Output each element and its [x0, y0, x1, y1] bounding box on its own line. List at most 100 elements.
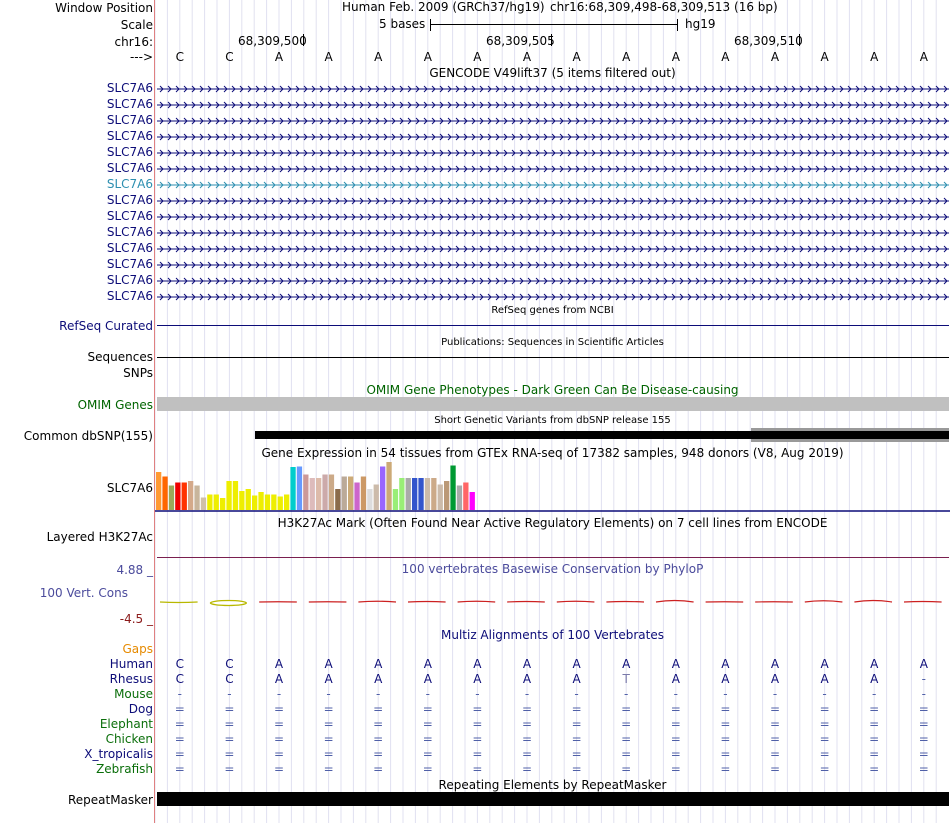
sequences-title[interactable]: Publications: Sequences in Scientific Ar… — [441, 337, 664, 348]
strand-chevron — [383, 165, 388, 173]
gencode-gene-label[interactable]: SLC7A6 — [106, 145, 153, 159]
gencode-transcript[interactable] — [157, 291, 949, 303]
strand-chevron — [487, 101, 492, 109]
species-label[interactable]: Mouse — [114, 687, 153, 701]
gaps-label[interactable]: Gaps — [122, 642, 153, 656]
gencode-transcript[interactable] — [157, 259, 949, 271]
alignment-base: = — [521, 747, 533, 761]
strand-chevron — [415, 277, 420, 285]
gencode-transcript[interactable] — [157, 195, 949, 207]
gencode-gene-label[interactable]: SLC7A6 — [106, 177, 153, 191]
gtex-chart[interactable] — [155, 460, 950, 514]
gencode-transcript[interactable] — [157, 211, 949, 223]
gencode-transcript[interactable] — [157, 147, 949, 159]
refseq-label[interactable]: RefSeq Curated — [59, 319, 153, 333]
phylop-score — [209, 599, 248, 607]
gtex-label[interactable]: SLC7A6 — [106, 481, 153, 495]
gtex-title[interactable]: Gene Expression in 54 tissues from GTEx … — [261, 446, 844, 460]
alignment-base: A — [721, 657, 730, 671]
dbsnp-title[interactable]: Short Genetic Variants from dbSNP releas… — [434, 415, 671, 426]
gencode-gene-label[interactable]: SLC7A6 — [106, 113, 153, 127]
strand-chevron — [719, 165, 724, 173]
dbsnp-bar[interactable] — [255, 431, 949, 439]
phylop-label[interactable]: 100 Vert. Cons — [39, 586, 128, 600]
repeatmasker-bar[interactable] — [157, 792, 949, 806]
strand-chevron — [247, 85, 252, 93]
gencode-gene-label[interactable]: SLC7A6 — [106, 161, 153, 175]
sequences-label[interactable]: Sequences — [87, 350, 153, 364]
gencode-gene-label[interactable]: SLC7A6 — [106, 97, 153, 111]
h3k27ac-label[interactable]: Layered H3K27Ac — [46, 530, 153, 544]
position-readout[interactable]: chr16:68,309,498-68,309,513 (16 bp) — [550, 0, 778, 14]
strand-chevron — [375, 85, 380, 93]
strand-chevron — [159, 181, 164, 189]
repeatmasker-title[interactable]: Repeating Elements by RepeatMasker — [438, 778, 667, 792]
strand-chevron — [199, 85, 204, 93]
gencode-gene-label[interactable]: SLC7A6 — [106, 209, 153, 223]
gencode-transcript[interactable] — [157, 163, 949, 175]
species-label[interactable]: X_tropicalis — [84, 747, 153, 761]
gencode-transcript[interactable] — [157, 99, 949, 111]
gencode-gene-label[interactable]: SLC7A6 — [106, 129, 153, 143]
omim-bar[interactable] — [157, 397, 949, 411]
h3k27ac-title[interactable]: H3K27Ac Mark (Often Found Near Active Re… — [277, 516, 828, 530]
strand-chevron — [607, 197, 612, 205]
multiz-title[interactable]: Multiz Alignments of 100 Vertebrates — [440, 628, 665, 642]
strand-chevron — [447, 245, 452, 253]
strand-chevron — [591, 133, 596, 141]
gencode-gene-label[interactable]: SLC7A6 — [106, 193, 153, 207]
phylop-title[interactable]: 100 vertebrates Basewise Conservation by… — [401, 562, 704, 576]
strand-chevron — [919, 149, 924, 157]
strand-chevron — [775, 133, 780, 141]
gencode-gene-label[interactable]: SLC7A6 — [106, 225, 153, 239]
species-label[interactable]: Zebrafish — [96, 762, 153, 776]
strand-chevron — [295, 85, 300, 93]
strand-chevron — [471, 165, 476, 173]
strand-chevron — [359, 277, 364, 285]
strand-chevron — [183, 85, 188, 93]
strand-chevron — [815, 277, 820, 285]
dbsnp-label[interactable]: Common dbSNP(155) — [23, 429, 153, 443]
strand-chevron — [519, 277, 524, 285]
species-label[interactable]: Elephant — [99, 717, 153, 731]
species-label[interactable]: Human — [109, 657, 153, 671]
gencode-transcript[interactable] — [157, 83, 949, 95]
gencode-transcript[interactable] — [157, 275, 949, 287]
gencode-transcript[interactable] — [157, 243, 949, 255]
phylop-score — [159, 601, 198, 604]
strand-chevron — [415, 149, 420, 157]
strand-chevron — [831, 133, 836, 141]
strand-chevron — [167, 149, 172, 157]
strand-chevron — [471, 213, 476, 221]
species-label[interactable]: Rhesus — [109, 672, 153, 686]
strand-chevron — [615, 117, 620, 125]
omim-title[interactable]: OMIM Gene Phenotypes - Dark Green Can Be… — [366, 383, 739, 397]
strand-chevron — [311, 293, 316, 301]
strand-chevron — [663, 149, 668, 157]
gencode-title[interactable]: GENCODE V49lift37 (5 items filtered out) — [429, 66, 676, 80]
gencode-transcript[interactable] — [157, 131, 949, 143]
species-label[interactable]: Chicken — [105, 732, 153, 746]
gencode-transcript[interactable] — [157, 179, 949, 191]
snps-label[interactable]: SNPs — [123, 366, 153, 380]
gencode-gene-label[interactable]: SLC7A6 — [106, 273, 153, 287]
gencode-gene-label[interactable]: SLC7A6 — [106, 241, 153, 255]
gencode-gene-label[interactable]: SLC7A6 — [106, 257, 153, 271]
gencode-gene-label[interactable]: SLC7A6 — [106, 81, 153, 95]
phylop-chart[interactable] — [155, 575, 950, 625]
strand-chevron — [335, 101, 340, 109]
strand-chevron — [759, 213, 764, 221]
strand-chevron — [231, 149, 236, 157]
base-letter: C — [175, 50, 184, 64]
strand-chevron — [655, 277, 660, 285]
refseq-title[interactable]: RefSeq genes from NCBI — [491, 305, 614, 316]
repeatmasker-label[interactable]: RepeatMasker — [67, 793, 153, 807]
species-label[interactable]: Dog — [128, 702, 153, 716]
gencode-transcript[interactable] — [157, 115, 949, 127]
strand-arrow[interactable]: ---> — [129, 50, 153, 64]
omim-label[interactable]: OMIM Genes — [77, 398, 153, 412]
alignment-base: = — [224, 732, 235, 746]
gencode-gene-label[interactable]: SLC7A6 — [106, 289, 153, 303]
strand-chevron — [167, 245, 172, 253]
gencode-transcript[interactable] — [157, 227, 949, 239]
